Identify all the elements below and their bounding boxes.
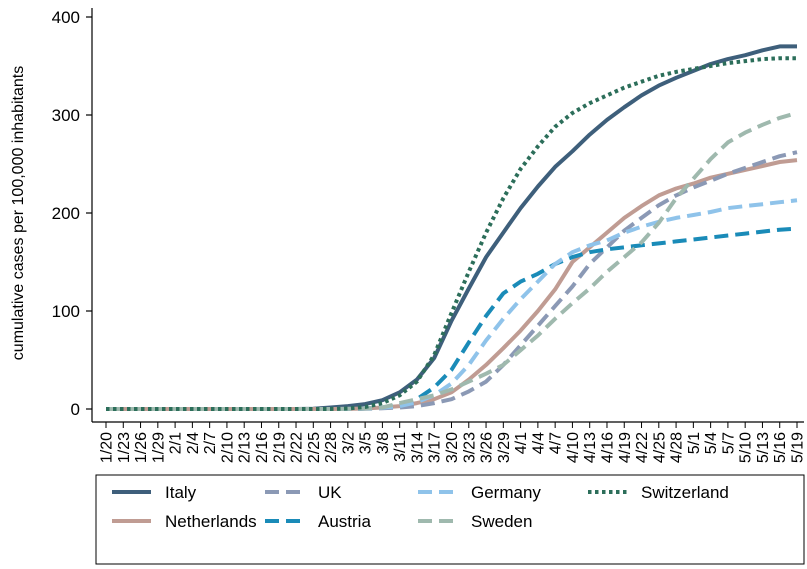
x-tick-label: 4/22: [634, 432, 651, 463]
x-tick-label: 2/25: [306, 432, 323, 463]
x-tick-label: 2/22: [289, 432, 306, 463]
x-tick-label: 5/1: [686, 432, 703, 454]
x-tick-label: 5/16: [772, 432, 789, 463]
x-tick-label: 2/16: [254, 432, 271, 463]
series-line-germany: [106, 198, 798, 411]
x-tick-label: 3/26: [479, 432, 496, 463]
y-tick-label: 0: [71, 400, 80, 419]
x-tick-label: 3/2: [340, 432, 357, 454]
x-tick-label: 3/23: [461, 432, 478, 463]
x-ticks: 1/20 1/23 1/26 1/29 2/1 2/4 2/7 2/10 2/13 2/16 2/1…: [99, 422, 807, 463]
plot-axes: [91, 8, 804, 423]
series-line-netherlands: [106, 158, 798, 411]
x-tick-label: 1/26: [133, 432, 150, 463]
x-tick-label: 2/7: [202, 432, 219, 454]
series-line-switzerland: [106, 56, 797, 411]
x-tick-label: 2/1: [168, 432, 185, 454]
legend-label: UK: [318, 483, 342, 502]
x-tick-label: 2/13: [237, 432, 254, 463]
x-tick-label: 4/16: [599, 432, 616, 463]
x-tick-label: 3/14: [409, 432, 426, 463]
y-tick-label: 300: [52, 106, 80, 125]
x-tick-label: 5/7: [720, 432, 737, 454]
x-tick-label: 3/11: [392, 432, 409, 462]
x-tick-label: 3/5: [358, 432, 375, 454]
x-tick-label: 1/23: [116, 432, 133, 463]
x-tick-label: 2/10: [219, 432, 236, 463]
x-tick-label: 3/20: [444, 432, 461, 463]
x-tick-label: 4/4: [530, 432, 547, 454]
y-ticks: 0 100 200 300 400: [52, 8, 92, 419]
x-tick-label: 1/20: [99, 432, 116, 463]
y-tick-label: 200: [52, 204, 80, 223]
x-tick-label: 4/19: [617, 432, 634, 463]
legend-label: Sweden: [471, 512, 532, 531]
legend-label: Austria: [318, 512, 371, 531]
legend: Italy UK Germany Switzerland Netherlands Aust…: [95, 474, 805, 565]
x-tick-label: 5/4: [703, 432, 720, 454]
x-tick-label: 4/10: [565, 432, 582, 463]
y-tick-label: 100: [52, 302, 80, 321]
x-tick-label: 2/28: [323, 432, 340, 463]
x-tick-label: 3/17: [427, 432, 444, 463]
x-tick-label: 2/19: [271, 432, 288, 463]
x-tick-label: 5/10: [738, 432, 755, 463]
x-tick-label: 1/29: [150, 432, 167, 463]
x-tick-label: 4/7: [548, 432, 565, 454]
x-tick-label: 4/13: [582, 432, 599, 463]
y-axis-label: cumulative cases per 100,000 inhabitants: [10, 66, 27, 360]
x-tick-label: 4/25: [651, 432, 668, 463]
x-tick-label: 4/28: [669, 432, 686, 463]
legend-label: Switzerland: [641, 483, 729, 502]
x-tick-label: 3/8: [375, 432, 392, 454]
legend-label: Netherlands: [165, 512, 257, 531]
x-tick-label: 5/19: [790, 432, 807, 463]
series-line-sweden: [106, 111, 798, 411]
y-tick-label: 400: [52, 8, 80, 27]
x-tick-label: 2/4: [185, 432, 202, 454]
legend-label: Italy: [165, 483, 197, 502]
series-lines: [106, 44, 798, 411]
series-line-italy: [106, 44, 797, 411]
x-tick-label: 3/29: [496, 432, 513, 463]
x-tick-label: 4/1: [513, 432, 530, 454]
x-tick-label: 5/13: [755, 432, 772, 463]
legend-label: Germany: [471, 483, 541, 502]
